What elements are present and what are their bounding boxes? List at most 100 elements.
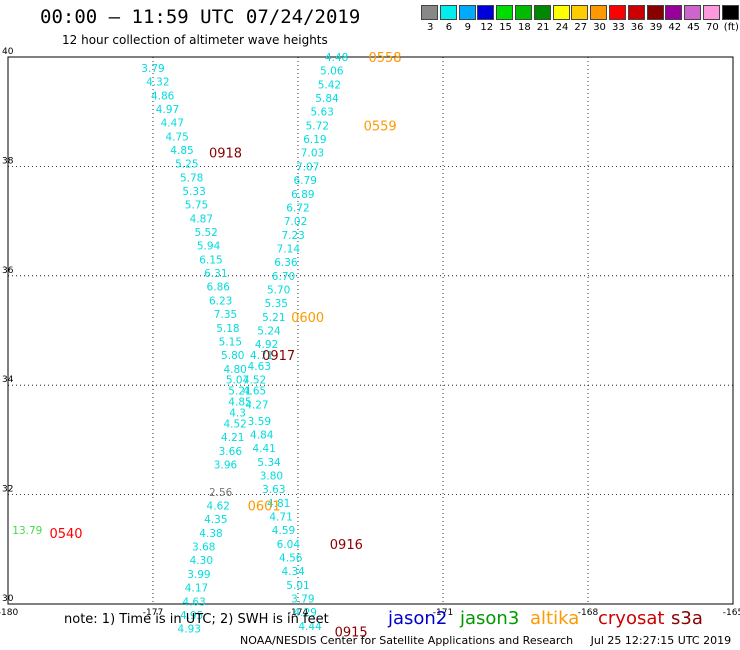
swh-value-label: 3.66 (219, 446, 243, 458)
swh-value-label: 5.80 (221, 350, 244, 362)
x-tick-label: -171 (433, 608, 453, 618)
scale-swatch (421, 5, 438, 20)
swh-value-label: 4.86 (151, 90, 175, 102)
scale-label: 45 (687, 22, 700, 33)
swh-value-label: 4.38 (199, 528, 222, 540)
swh-value-label: 4.17 (185, 583, 208, 595)
scale-swatch (721, 5, 739, 20)
swh-value-label: 5.21 (262, 312, 285, 324)
x-tick-label: -174 (288, 608, 309, 618)
scale-label: 42 (668, 22, 682, 33)
swh-value-label: 4.97 (156, 104, 179, 116)
swh-value-label: 4.87 (190, 213, 213, 225)
y-tick-label: 40 (2, 47, 14, 57)
swh-value-label: 4.59 (272, 525, 295, 537)
swh-value-label: 5.06 (320, 66, 344, 78)
swh-value-label: 7.02 (284, 216, 307, 228)
swh-value-label: 5.78 (180, 172, 203, 184)
swh-value-label: 4.93 (178, 624, 201, 636)
swh-value-label: 5.84 (315, 93, 339, 105)
scale-swatch (458, 5, 476, 20)
pass-time-label: 0917 (262, 349, 295, 364)
swh-value-label: 4.84 (250, 429, 274, 441)
x-tick-label: -165 (723, 608, 740, 618)
swh-value-label: 4.80 (223, 364, 246, 376)
swh-value-label: 6.23 (209, 295, 232, 307)
swh-value-label: 5.34 (257, 457, 281, 469)
swh-value-label: 4.85 (170, 145, 193, 157)
swh-value-label: 4.81 (267, 498, 290, 510)
swh-value-label: 3.63 (262, 484, 285, 496)
swh-value-label: 5.33 (182, 186, 205, 198)
swh-value-label: 4.30 (190, 555, 213, 567)
swh-value-label: 5.18 (216, 323, 239, 335)
scale-swatch (590, 5, 608, 20)
scale-swatch (439, 5, 457, 20)
scale-label: 27 (574, 22, 588, 33)
swh-value-label: 6.19 (303, 134, 326, 146)
swh-value-label: 4.95 (180, 610, 203, 622)
swh-value-label: 5.07 (226, 375, 249, 387)
scale-label: 70 (706, 22, 719, 33)
swh-value-label: 4.63 (182, 596, 205, 608)
pass-time-label: 0601 (248, 500, 281, 515)
swh-value-label: 4.21 (221, 432, 244, 444)
swh-value-label: 5.15 (219, 336, 242, 348)
pass-time-label: 0915 (335, 625, 368, 640)
swh-value-label: 3.79 (141, 63, 164, 75)
scale-label: 6 (445, 22, 453, 33)
legend-altika: altika (530, 608, 580, 629)
swh-value-label: 7.03 (301, 148, 324, 160)
footer-note: note: 1) Time is in UTC; 2) SWH is in fe… (64, 612, 329, 627)
plot-frame (7, 56, 734, 605)
scale-swatch (665, 5, 683, 20)
swh-value-label: 4.75 (165, 131, 188, 143)
scale-swatch (627, 5, 645, 20)
swh-value-label: 6.15 (199, 254, 222, 266)
swh-value-label: 6.36 (274, 257, 298, 269)
chart-subtitle: 12 hour collection of altimeter wave hei… (62, 33, 328, 47)
swh-value-label: 6.89 (291, 189, 314, 201)
y-tick-label: 34 (2, 375, 14, 385)
footer-credit: NOAA/NESDIS Center for Satellite Applica… (240, 634, 732, 647)
swh-value-label: 2.56 (209, 487, 233, 499)
scale-label: 12 (480, 22, 494, 33)
swh-value-label: 4.56 (279, 553, 303, 565)
swh-value-label: 3.99 (187, 569, 210, 581)
swh-value-label: 5.63 (310, 107, 333, 119)
swh-value-label: 5.94 (197, 241, 221, 253)
swh-value-label: 5.35 (265, 298, 288, 310)
scale-swatch (496, 5, 514, 20)
scale-label: 9 (464, 22, 471, 33)
y-tick-label: 36 (2, 266, 14, 276)
swh-value-label: 7.14 (277, 243, 301, 255)
swh-value-label: 6.70 (272, 271, 295, 283)
scale-swatch (552, 5, 570, 20)
swh-value-label: 4.71 (250, 350, 273, 362)
scale-swatch (609, 5, 626, 20)
scale-swatch (646, 5, 664, 20)
swh-value-label: 4.52 (223, 418, 246, 430)
swh-value-label: 4.48 (325, 52, 348, 64)
scale-label: 15 (499, 22, 512, 33)
scale-swatch (533, 5, 551, 20)
scale-label: (ft) (723, 22, 739, 33)
x-tick-label: -180 (0, 608, 18, 618)
pass-time-label: 0558 (368, 51, 401, 66)
swh-value-label: 4.65 (243, 386, 266, 398)
pass-time-label: 0600 (291, 311, 324, 326)
y-tick-label: 32 (2, 485, 13, 495)
swh-value-label: 7.35 (214, 309, 237, 321)
scale-label: 21 (536, 22, 550, 33)
x-tick-label: -168 (578, 608, 599, 618)
legend-jason3: jason3 (460, 608, 520, 629)
swh-value-label: 4.62 (207, 501, 230, 513)
legend-jason2: jason2 (388, 608, 448, 629)
swh-value-label: 5.21 (228, 386, 251, 398)
scale-label: 24 (555, 22, 569, 33)
y-tick-label: 30 (2, 594, 14, 604)
swh-value-label: 4.34 (281, 566, 305, 578)
scale-label: 30 (593, 22, 606, 33)
scale-swatch (571, 5, 589, 20)
